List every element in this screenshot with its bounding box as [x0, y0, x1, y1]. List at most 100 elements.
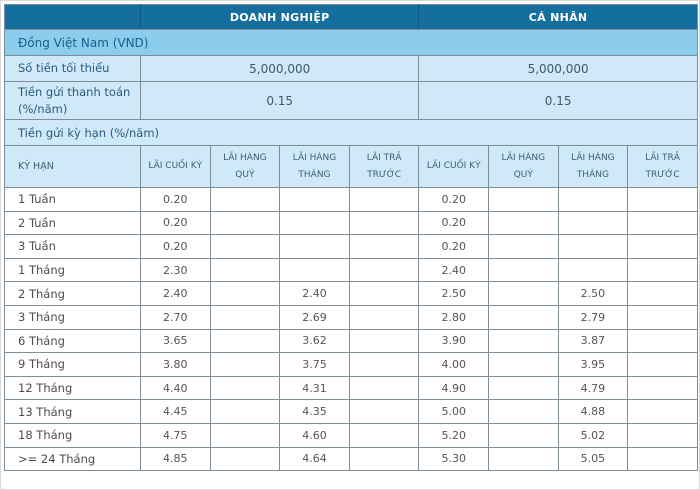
- min-amount-label: Số tiền tối thiểu: [4, 55, 141, 82]
- table-row: 1 Tháng 2.30 2.40: [4, 257, 698, 283]
- rate-cell: [209, 257, 281, 283]
- rate-column-header: LÃI HÀNG QUÝ: [209, 145, 281, 188]
- rate-cell: 4.85: [140, 446, 211, 472]
- rate-cell: [209, 187, 281, 212]
- rate-cell: 3.90: [418, 328, 489, 354]
- demand-deposit-label: Tiền gửi thanh toán (%/năm): [4, 81, 141, 120]
- term-cell: 1 Tháng: [4, 257, 141, 283]
- rate-column-header: LÃI HÀNG THÁNG: [557, 145, 629, 188]
- rate-column-header: LÃI CUỐI KỲ: [418, 145, 489, 188]
- table-row: 9 Tháng 3.80 3.75 4.00 3.95: [4, 352, 698, 377]
- term-cell: 3 Tháng: [4, 304, 141, 330]
- table-row: >= 24 Tháng 4.85 4.64 5.30 5.05: [4, 446, 698, 472]
- rate-cell: [488, 234, 559, 259]
- rate-cell: [627, 328, 698, 354]
- rate-cell: [348, 187, 420, 212]
- rate-cell: [627, 399, 698, 424]
- rate-cell: [279, 210, 350, 236]
- rate-cell: [627, 257, 698, 283]
- rate-cell: 3.80: [140, 352, 211, 377]
- rate-cell: 4.88: [557, 399, 629, 424]
- rate-cell: [348, 352, 420, 377]
- rate-cell: 4.60: [279, 422, 350, 448]
- rate-cell: [348, 446, 420, 472]
- rate-column-header: LÃI CUỐI KỲ: [140, 145, 211, 188]
- rate-cell: [488, 257, 559, 283]
- demand-deposit-row: Tiền gửi thanh toán (%/năm) 0.15 0.15: [4, 81, 698, 120]
- rate-cell: [209, 446, 281, 472]
- min-amount-ca-nhan: 5,000,000: [418, 55, 698, 82]
- term-cell: 3 Tuần: [4, 234, 141, 259]
- rate-cell: [279, 257, 350, 283]
- corner-cell: [4, 4, 141, 30]
- rate-cell: 2.69: [279, 304, 350, 330]
- deposit-interest-rate-table: DOANH NGHIỆP CÁ NHÂN Đồng Việt Nam (VND)…: [4, 4, 698, 472]
- rate-cell: [627, 187, 698, 212]
- currency-section-row: Đồng Việt Nam (VND): [4, 29, 698, 56]
- rate-cell: 4.40: [140, 375, 211, 401]
- rate-cell: 2.40: [140, 281, 211, 306]
- table-row: 18 Tháng 4.75 4.60 5.20 5.02: [4, 422, 698, 448]
- rate-cell: [488, 328, 559, 354]
- rate-cell: [348, 210, 420, 236]
- term-cell: 1 Tuần: [4, 187, 141, 212]
- rate-cell: 3.62: [279, 328, 350, 354]
- rate-cell: 2.79: [557, 304, 629, 330]
- rate-cell: 3.65: [140, 328, 211, 354]
- rate-cell: [209, 281, 281, 306]
- rate-cell: [348, 422, 420, 448]
- term-cell: 18 Tháng: [4, 422, 141, 448]
- demand-deposit-doanh-nghiep: 0.15: [139, 81, 420, 120]
- rate-cell: [209, 234, 281, 259]
- term-column-header: KỲ HẠN: [4, 145, 141, 188]
- rate-cell: 3.95: [557, 352, 629, 377]
- rate-cell: 2.50: [557, 281, 629, 306]
- rate-cell: 2.80: [418, 304, 489, 330]
- rate-cell: [627, 210, 698, 236]
- table-row: 3 Tuần 0.20 0.20: [4, 234, 698, 259]
- rate-cell: [627, 352, 698, 377]
- table-row: 2 Tuần 0.20 0.20: [4, 210, 698, 236]
- rate-cell: [627, 422, 698, 448]
- rate-cell: 4.00: [418, 352, 489, 377]
- rate-cell: [488, 446, 559, 472]
- rate-cell: 5.02: [557, 422, 629, 448]
- rate-column-header: LÃI TRẢ TRƯỚC: [348, 145, 420, 188]
- rate-cell: 4.79: [557, 375, 629, 401]
- rate-cell: [348, 234, 420, 259]
- rate-cell: 4.45: [140, 399, 211, 424]
- rate-cell: 3.75: [279, 352, 350, 377]
- rate-cell: 5.00: [418, 399, 489, 424]
- rate-cell: [627, 234, 698, 259]
- rate-cell: 2.40: [279, 281, 350, 306]
- rate-cell: [209, 210, 281, 236]
- rate-cell: [209, 328, 281, 354]
- rate-cell: 5.30: [418, 446, 489, 472]
- rate-cell: 2.70: [140, 304, 211, 330]
- rate-cell: 4.35: [279, 399, 350, 424]
- rate-cell: 4.31: [279, 375, 350, 401]
- table-row: 3 Tháng 2.70 2.69 2.80 2.79: [4, 304, 698, 330]
- term-cell: 12 Tháng: [4, 375, 141, 401]
- table-row: 13 Tháng 4.45 4.35 5.00 4.88: [4, 399, 698, 424]
- rate-cell: [488, 375, 559, 401]
- rate-cell: 0.20: [418, 187, 489, 212]
- rate-cell: [488, 210, 559, 236]
- rate-cell: [488, 187, 559, 212]
- rate-cell: [488, 422, 559, 448]
- rate-cell: 5.05: [557, 446, 629, 472]
- rate-cell: 0.20: [418, 234, 489, 259]
- term-cell: >= 24 Tháng: [4, 446, 141, 472]
- rate-cell: [488, 304, 559, 330]
- rate-cell: [279, 234, 350, 259]
- rate-cell: [279, 187, 350, 212]
- rate-cell: 0.20: [418, 210, 489, 236]
- rate-cell: [627, 304, 698, 330]
- customer-group-header-row: DOANH NGHIỆP CÁ NHÂN: [4, 4, 698, 30]
- rate-cell: 4.64: [279, 446, 350, 472]
- table-row: 2 Tháng 2.40 2.40 2.50 2.50: [4, 281, 698, 306]
- rate-cell: [209, 422, 281, 448]
- currency-section-label: Đồng Việt Nam (VND): [4, 29, 698, 56]
- term-cell: 2 Tháng: [4, 281, 141, 306]
